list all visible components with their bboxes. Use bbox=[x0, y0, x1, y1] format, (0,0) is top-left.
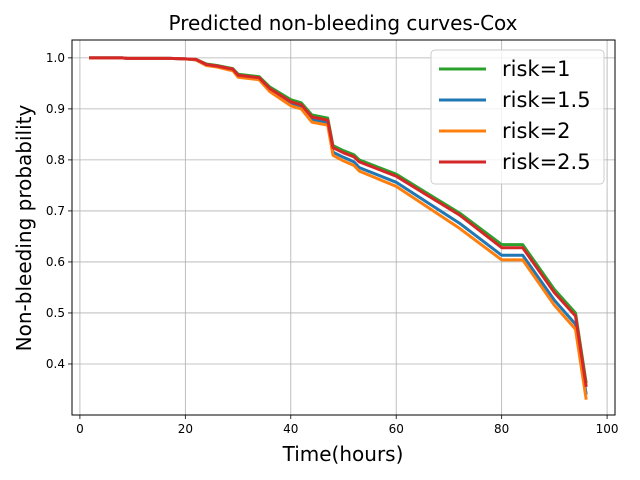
legend-label-3: risk=2 bbox=[502, 119, 571, 143]
y-tick-label: 1.0 bbox=[46, 51, 65, 65]
legend-label-2: risk=1.5 bbox=[502, 88, 591, 112]
y-tick-label: 0.5 bbox=[46, 306, 65, 320]
x-tick-label: 0 bbox=[76, 422, 84, 436]
x-tick-label: 20 bbox=[178, 422, 193, 436]
plot-frame bbox=[71, 39, 616, 416]
y-tick-label: 0.9 bbox=[46, 102, 65, 116]
x-tick-label: 100 bbox=[596, 422, 619, 436]
y-tick-label: 0.7 bbox=[46, 204, 65, 218]
y-axis-label: Non-bleeding probability bbox=[12, 105, 36, 352]
legend: risk=1 risk=1.5 risk=2 risk=2.5 bbox=[430, 49, 605, 185]
series-lines bbox=[89, 56, 588, 400]
legend-label-1: risk=1 bbox=[502, 57, 571, 81]
y-tick-label: 0.4 bbox=[46, 357, 65, 371]
series-line-4 bbox=[89, 56, 588, 388]
y-tick-label: 0.8 bbox=[46, 153, 65, 167]
x-axis-label: Time(hours) bbox=[282, 442, 404, 466]
x-tick-label: 40 bbox=[283, 422, 298, 436]
legend-box bbox=[430, 49, 605, 185]
chart-title: Predicted non-bleeding curves-Cox bbox=[169, 11, 518, 35]
x-tick-label: 80 bbox=[494, 422, 509, 436]
y-tick-label: 0.6 bbox=[46, 255, 65, 269]
axis-ticks: 0 20 40 60 80 100 0.4 0.5 0.6 0.7 0.8 0.9 1.0 bbox=[46, 51, 619, 436]
x-tick-label: 60 bbox=[389, 422, 404, 436]
legend-label-4: risk=2.5 bbox=[502, 150, 591, 174]
